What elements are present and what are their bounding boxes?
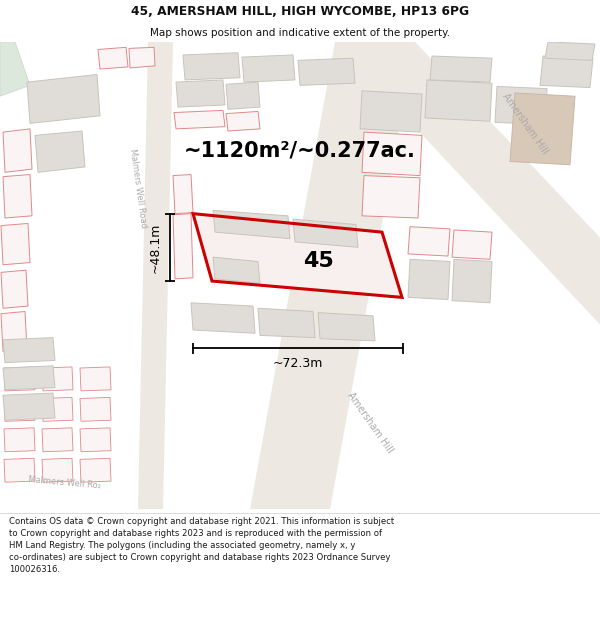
- Text: Contains OS data © Crown copyright and database right 2021. This information is : Contains OS data © Crown copyright and d…: [9, 518, 394, 574]
- Polygon shape: [3, 366, 55, 390]
- Polygon shape: [545, 42, 595, 61]
- Polygon shape: [452, 259, 492, 302]
- Polygon shape: [258, 308, 315, 338]
- Polygon shape: [4, 458, 35, 482]
- Polygon shape: [1, 270, 28, 308]
- Polygon shape: [298, 58, 355, 86]
- Polygon shape: [408, 227, 450, 256]
- Polygon shape: [27, 74, 100, 123]
- Polygon shape: [213, 257, 260, 283]
- Polygon shape: [3, 129, 32, 173]
- Polygon shape: [138, 42, 173, 509]
- Polygon shape: [452, 230, 492, 259]
- Polygon shape: [425, 80, 492, 121]
- Polygon shape: [335, 42, 600, 324]
- Text: Malmers Well Ro₂: Malmers Well Ro₂: [28, 474, 101, 490]
- Polygon shape: [176, 80, 225, 107]
- Polygon shape: [42, 398, 73, 421]
- Polygon shape: [4, 367, 35, 391]
- Polygon shape: [4, 428, 35, 452]
- Polygon shape: [242, 55, 295, 82]
- Polygon shape: [173, 214, 193, 279]
- Text: Map shows position and indicative extent of the property.: Map shows position and indicative extent…: [150, 28, 450, 38]
- Polygon shape: [430, 56, 492, 82]
- Text: 45, AMERSHAM HILL, HIGH WYCOMBE, HP13 6PG: 45, AMERSHAM HILL, HIGH WYCOMBE, HP13 6P…: [131, 5, 469, 18]
- Polygon shape: [510, 93, 575, 165]
- Polygon shape: [191, 302, 255, 333]
- Polygon shape: [35, 131, 85, 173]
- Polygon shape: [495, 86, 547, 124]
- Polygon shape: [362, 132, 422, 176]
- Polygon shape: [4, 398, 35, 421]
- Polygon shape: [540, 56, 593, 88]
- Polygon shape: [1, 311, 27, 352]
- Text: ~48.1m: ~48.1m: [149, 222, 162, 272]
- Text: Amersham Hill: Amersham Hill: [346, 390, 395, 454]
- Text: Amersham Hill: Amersham Hill: [500, 91, 550, 156]
- Polygon shape: [80, 428, 111, 452]
- Text: 45: 45: [302, 251, 334, 271]
- Polygon shape: [3, 393, 55, 420]
- Polygon shape: [98, 48, 128, 69]
- Polygon shape: [183, 52, 240, 80]
- Polygon shape: [193, 214, 402, 298]
- Polygon shape: [226, 82, 260, 109]
- Text: Malmers Well Road: Malmers Well Road: [128, 148, 148, 229]
- Polygon shape: [173, 174, 193, 214]
- Polygon shape: [80, 398, 111, 421]
- Polygon shape: [42, 458, 73, 482]
- Polygon shape: [3, 338, 55, 362]
- Polygon shape: [360, 91, 422, 132]
- Polygon shape: [293, 219, 358, 248]
- Polygon shape: [226, 111, 260, 131]
- Polygon shape: [408, 259, 450, 299]
- Polygon shape: [1, 224, 30, 265]
- Polygon shape: [174, 111, 225, 129]
- Polygon shape: [3, 174, 32, 218]
- Text: ~1120m²/~0.277ac.: ~1120m²/~0.277ac.: [184, 141, 416, 161]
- Polygon shape: [362, 176, 420, 218]
- Text: ~72.3m: ~72.3m: [273, 357, 323, 370]
- Polygon shape: [129, 48, 155, 68]
- Polygon shape: [318, 312, 375, 341]
- Polygon shape: [80, 458, 111, 482]
- Polygon shape: [0, 42, 30, 96]
- Polygon shape: [213, 211, 290, 239]
- Polygon shape: [42, 428, 73, 452]
- Polygon shape: [42, 367, 73, 391]
- Polygon shape: [80, 367, 111, 391]
- Polygon shape: [250, 42, 415, 509]
